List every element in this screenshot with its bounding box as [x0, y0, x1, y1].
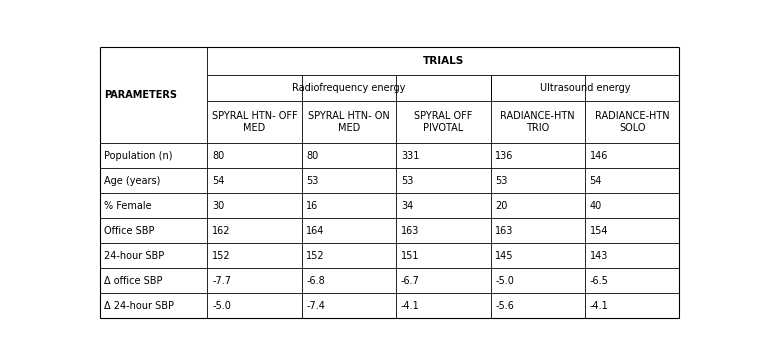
- Text: Radiofrequency energy: Radiofrequency energy: [293, 83, 406, 93]
- Text: -6.8: -6.8: [306, 276, 325, 286]
- Text: 16: 16: [306, 201, 318, 211]
- Text: 54: 54: [590, 176, 602, 186]
- Text: 151: 151: [401, 251, 420, 261]
- Text: Δ 24-hour SBP: Δ 24-hour SBP: [104, 301, 174, 311]
- Text: 143: 143: [590, 251, 608, 261]
- Text: SPYRAL OFF
PIVOTAL: SPYRAL OFF PIVOTAL: [414, 112, 473, 133]
- Text: RADIANCE-HTN
TRIO: RADIANCE-HTN TRIO: [500, 112, 575, 133]
- Text: 152: 152: [212, 251, 230, 261]
- Text: 145: 145: [496, 251, 514, 261]
- Text: 53: 53: [306, 176, 318, 186]
- Text: Ultrasound energy: Ultrasound energy: [540, 83, 630, 93]
- Text: SPYRAL HTN- ON
MED: SPYRAL HTN- ON MED: [308, 112, 390, 133]
- Text: Age (years): Age (years): [104, 176, 160, 186]
- Text: -5.0: -5.0: [496, 276, 514, 286]
- Text: 30: 30: [212, 201, 224, 211]
- Text: Population (n): Population (n): [104, 151, 173, 161]
- Text: -6.7: -6.7: [401, 276, 420, 286]
- Text: 53: 53: [496, 176, 508, 186]
- Text: 164: 164: [306, 226, 325, 236]
- Text: 163: 163: [401, 226, 420, 236]
- Text: Office SBP: Office SBP: [104, 226, 155, 236]
- Text: -6.5: -6.5: [590, 276, 609, 286]
- Text: 80: 80: [306, 151, 318, 161]
- Text: -5.0: -5.0: [212, 301, 231, 311]
- Text: 152: 152: [306, 251, 325, 261]
- Text: 53: 53: [401, 176, 413, 186]
- Text: 20: 20: [496, 201, 508, 211]
- Text: 136: 136: [496, 151, 514, 161]
- Text: SPYRAL HTN- OFF
MED: SPYRAL HTN- OFF MED: [212, 112, 297, 133]
- Text: -5.6: -5.6: [496, 301, 514, 311]
- Text: -4.1: -4.1: [401, 301, 420, 311]
- Text: RADIANCE-HTN
SOLO: RADIANCE-HTN SOLO: [595, 112, 670, 133]
- Text: -7.4: -7.4: [306, 301, 325, 311]
- Text: % Female: % Female: [104, 201, 152, 211]
- Text: TRIALS: TRIALS: [423, 56, 464, 66]
- Text: 162: 162: [212, 226, 230, 236]
- Text: 163: 163: [496, 226, 514, 236]
- Text: 331: 331: [401, 151, 420, 161]
- Text: Δ office SBP: Δ office SBP: [104, 276, 163, 286]
- Text: 154: 154: [590, 226, 608, 236]
- Text: 24-hour SBP: 24-hour SBP: [104, 251, 165, 261]
- Text: 34: 34: [401, 201, 413, 211]
- Text: 146: 146: [590, 151, 608, 161]
- Text: -7.7: -7.7: [212, 276, 231, 286]
- Text: -4.1: -4.1: [590, 301, 608, 311]
- Text: 80: 80: [212, 151, 224, 161]
- Text: 40: 40: [590, 201, 602, 211]
- Text: PARAMETERS: PARAMETERS: [104, 90, 177, 100]
- Text: 54: 54: [212, 176, 224, 186]
